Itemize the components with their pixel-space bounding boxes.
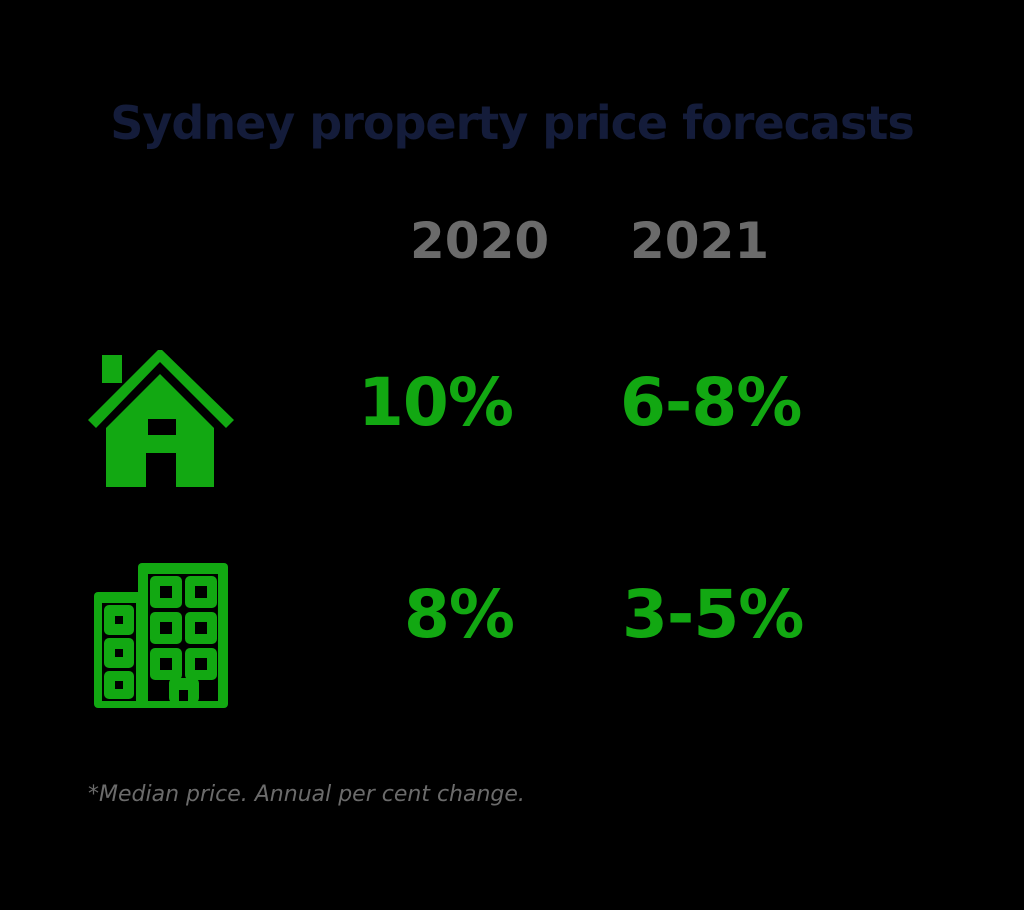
column-header-2020: 2020: [410, 212, 550, 270]
house-icon: [88, 350, 234, 487]
houses-2020-value: 10%: [358, 364, 514, 441]
apartment-building-icon: [94, 563, 228, 708]
column-header-2021: 2021: [630, 212, 770, 270]
chart-title: Sydney property price forecasts: [110, 96, 914, 150]
units-2021-value: 3-5%: [622, 576, 804, 653]
houses-2021-value: 6-8%: [620, 364, 802, 441]
units-2020-value: 8%: [404, 576, 515, 653]
footnote: *Median price. Annual per cent change.: [88, 782, 525, 807]
